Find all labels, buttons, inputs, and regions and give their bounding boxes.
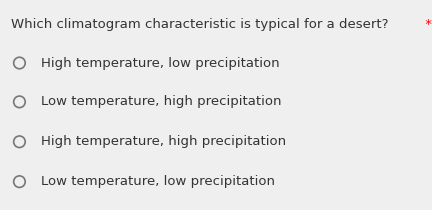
Ellipse shape	[14, 57, 25, 69]
Text: High temperature, low precipitation: High temperature, low precipitation	[41, 56, 280, 70]
Ellipse shape	[14, 136, 25, 147]
Ellipse shape	[14, 96, 25, 108]
Text: Which climatogram characteristic is typical for a desert?: Which climatogram characteristic is typi…	[11, 18, 388, 31]
Text: Low temperature, high precipitation: Low temperature, high precipitation	[41, 95, 282, 108]
Text: Low temperature, low precipitation: Low temperature, low precipitation	[41, 175, 275, 188]
Text: High temperature, high precipitation: High temperature, high precipitation	[41, 135, 286, 148]
Text: *: *	[421, 18, 432, 31]
Ellipse shape	[14, 176, 25, 187]
